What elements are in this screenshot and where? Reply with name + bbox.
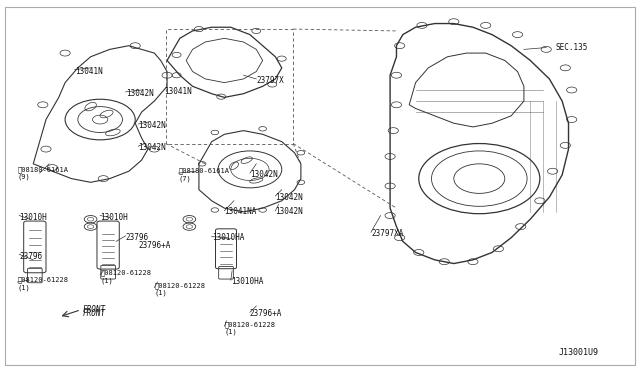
Text: 13042N: 13042N: [250, 170, 278, 179]
Text: 23796: 23796: [125, 233, 148, 242]
Text: 13010H: 13010H: [19, 213, 47, 222]
Text: Ⓑ08180-6161A
(7): Ⓑ08180-6161A (7): [179, 168, 230, 182]
Text: 13042N: 13042N: [125, 89, 154, 98]
Text: 23796+A: 23796+A: [138, 241, 171, 250]
Text: 23796: 23796: [19, 251, 42, 261]
Text: Ⓑ08120-61228
(1): Ⓑ08120-61228 (1): [225, 321, 275, 335]
Text: 13042N: 13042N: [138, 121, 166, 129]
Text: Ⓑ08180-6161A
(9): Ⓑ08180-6161A (9): [17, 166, 68, 180]
Text: 23797XA: 23797XA: [371, 230, 403, 238]
Text: 23796+A: 23796+A: [250, 309, 282, 318]
Text: J13001U9: J13001U9: [559, 348, 599, 357]
Text: 13042N: 13042N: [138, 143, 166, 152]
Text: 13041N: 13041N: [75, 67, 102, 76]
Text: 13010HA: 13010HA: [231, 278, 263, 286]
Text: 13010H: 13010H: [100, 213, 128, 222]
Text: FRONT: FRONT: [83, 305, 106, 314]
Text: FRONT: FRONT: [83, 309, 106, 318]
Text: Ⓑ08120-61228
(1): Ⓑ08120-61228 (1): [100, 269, 151, 283]
Text: Ⓑ08120-61228
(1): Ⓑ08120-61228 (1): [154, 282, 205, 296]
Text: 13041N: 13041N: [164, 87, 191, 96]
Text: 13041NA: 13041NA: [225, 207, 257, 217]
Text: 23797X: 23797X: [256, 76, 284, 85]
Text: Ⓑ08120-61228
(1): Ⓑ08120-61228 (1): [17, 277, 68, 291]
Text: 13042N: 13042N: [275, 193, 303, 202]
Text: SEC.135: SEC.135: [556, 43, 588, 52]
Text: 13010HA: 13010HA: [212, 233, 244, 242]
Text: 13042N: 13042N: [275, 207, 303, 217]
